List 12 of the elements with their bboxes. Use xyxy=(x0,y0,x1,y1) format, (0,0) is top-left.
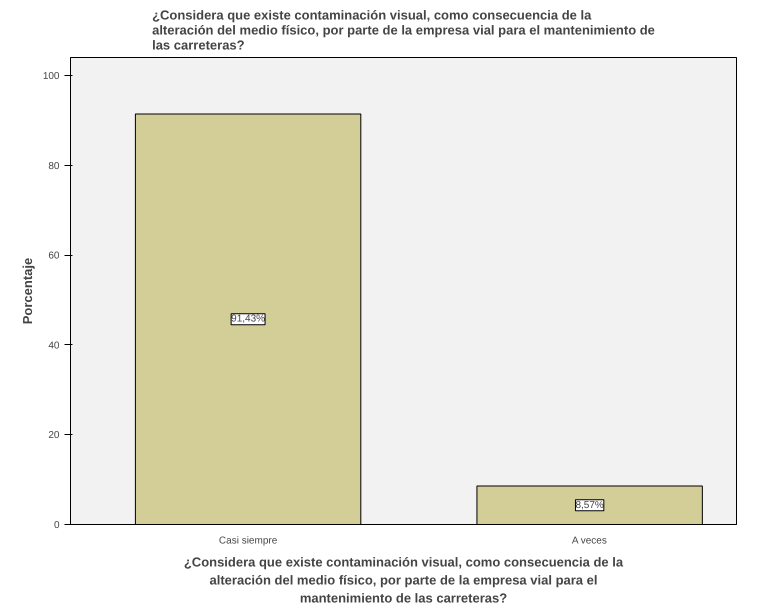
y-tick-label: 20 xyxy=(48,430,60,442)
y-tick-label: 80 xyxy=(48,160,60,172)
x-tick-label: Casi siempre xyxy=(218,536,278,546)
y-tick-label: 40 xyxy=(48,340,60,352)
chart-title: ¿Considera que existe contaminación visual, como consecuencia de la alteración del medio físico, por parte de la empresa vial para el mantenimiento de las carreteras? xyxy=(152,8,655,52)
x-tick-label: A veces xyxy=(572,536,607,546)
data-label: 8,57% xyxy=(575,500,604,511)
y-tick-label: 60 xyxy=(48,250,60,262)
y-tick-label: 100 xyxy=(42,70,60,82)
x-axis-title: ¿Considera que existe contaminación visual, como consecuencia de la alteración del medio físico, por parte de la empresa vial para el mantenimiento de las carreteras? xyxy=(184,554,624,606)
y-axis-title: Porcentaje xyxy=(20,258,35,324)
y-tick-label: 0 xyxy=(54,520,60,531)
